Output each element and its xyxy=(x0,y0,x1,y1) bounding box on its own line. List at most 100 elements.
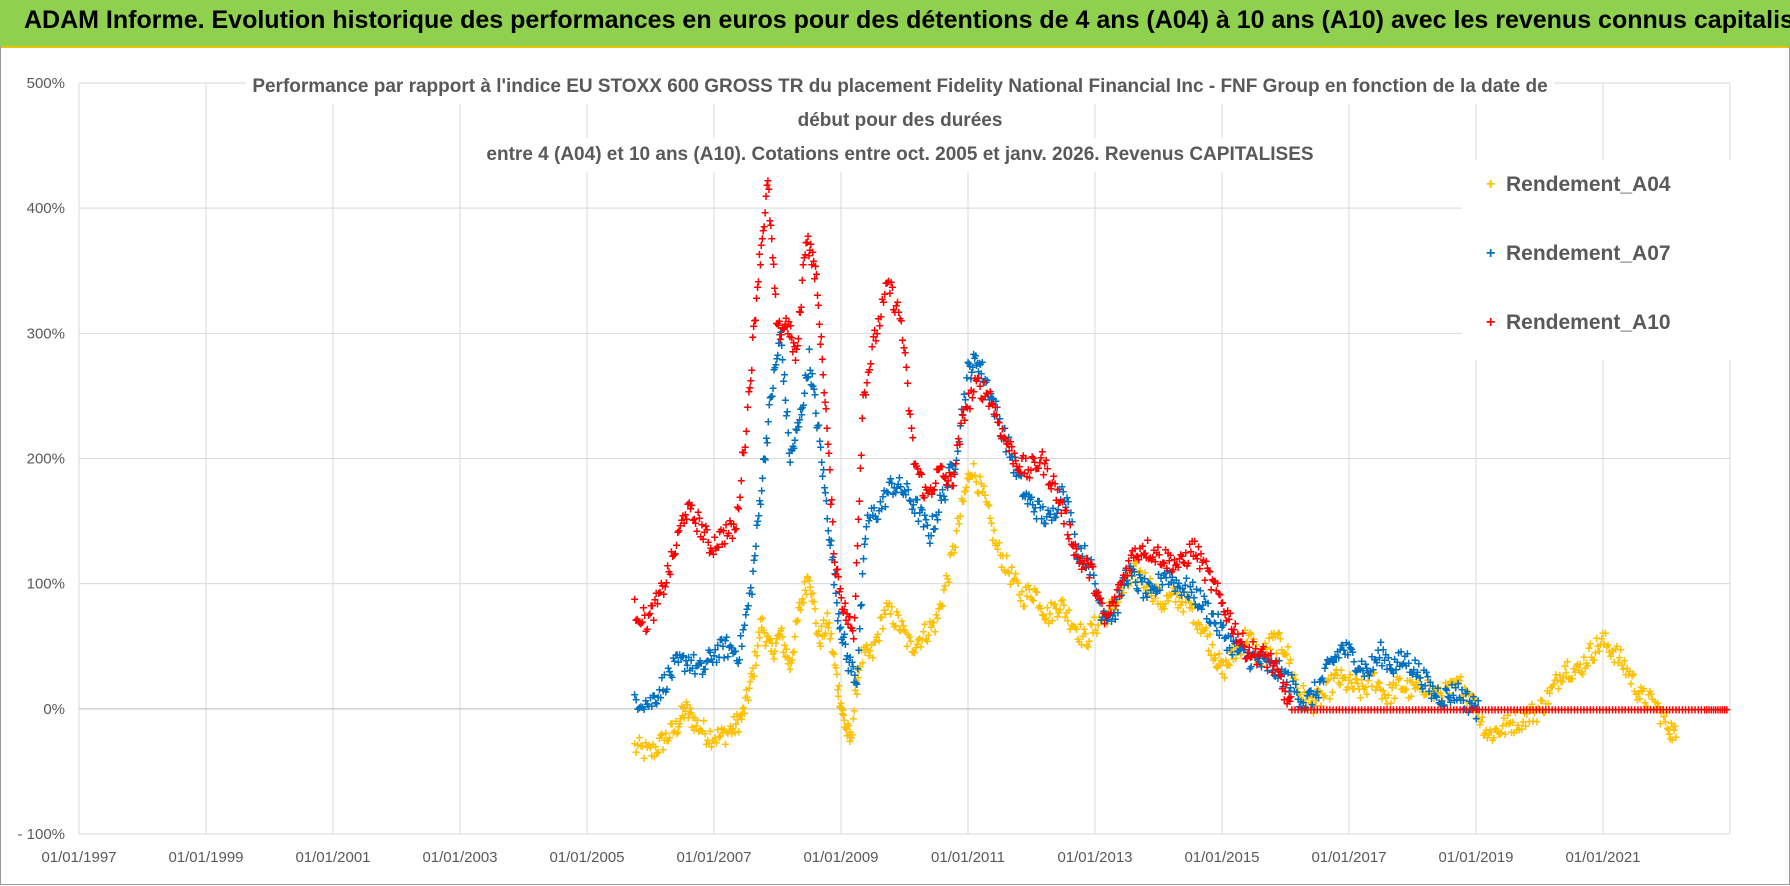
data-point: + xyxy=(1257,645,1265,660)
data-point: + xyxy=(838,632,846,647)
data-point: + xyxy=(704,733,712,748)
x-tick-label: 01/01/1997 xyxy=(41,849,116,866)
data-point: + xyxy=(631,688,639,703)
data-point: + xyxy=(862,520,870,535)
data-point: + xyxy=(864,643,872,658)
data-point: + xyxy=(795,332,803,347)
data-point: + xyxy=(840,709,848,724)
data-point: + xyxy=(959,408,967,423)
data-point: + xyxy=(952,457,960,472)
data-point: + xyxy=(1637,681,1645,696)
data-point: + xyxy=(1336,678,1344,693)
data-point: + xyxy=(852,590,860,605)
data-point: + xyxy=(940,490,948,505)
data-point: + xyxy=(771,282,779,297)
data-point: + xyxy=(1169,571,1177,586)
data-point: + xyxy=(776,328,784,343)
data-point: + xyxy=(947,470,955,485)
data-point: + xyxy=(1203,629,1211,644)
x-tick-label: 01/01/2021 xyxy=(1565,849,1640,866)
data-point: + xyxy=(1052,493,1060,508)
data-point: + xyxy=(1093,587,1101,602)
data-point: + xyxy=(1242,652,1250,667)
data-point: + xyxy=(697,530,705,545)
data-point: + xyxy=(659,579,667,594)
data-point: + xyxy=(862,532,870,547)
data-point: + xyxy=(672,648,680,663)
data-point: + xyxy=(681,711,689,726)
data-point: + xyxy=(1289,672,1297,687)
data-point: + xyxy=(1481,727,1489,742)
data-point: + xyxy=(1170,553,1178,568)
data-point: + xyxy=(1397,682,1405,697)
data-point: + xyxy=(960,494,968,509)
data-point: + xyxy=(669,652,677,667)
data-point: + xyxy=(1420,688,1428,703)
data-point: + xyxy=(1200,590,1208,605)
data-point: + xyxy=(761,206,769,221)
data-point: + xyxy=(1605,645,1613,660)
data-point: + xyxy=(1288,703,1296,718)
data-point: + xyxy=(1193,552,1201,567)
data-point: + xyxy=(1560,670,1568,685)
data-point: + xyxy=(1127,549,1135,564)
data-point: + xyxy=(989,393,997,408)
data-point: + xyxy=(1351,672,1359,687)
data-point: + xyxy=(979,485,987,500)
y-tick-label: 200% xyxy=(27,451,65,468)
data-point: + xyxy=(1463,696,1471,711)
data-point: + xyxy=(844,717,852,732)
data-point: + xyxy=(715,540,723,555)
data-point: + xyxy=(950,466,958,481)
data-point: + xyxy=(1101,606,1109,621)
data-point: + xyxy=(1646,684,1654,699)
data-point: + xyxy=(1255,655,1263,670)
data-point: + xyxy=(780,645,788,660)
data-point: + xyxy=(1003,549,1011,564)
data-point: + xyxy=(1637,703,1645,718)
data-point: + xyxy=(1165,578,1173,593)
data-point: + xyxy=(1027,464,1035,479)
data-point: + xyxy=(716,633,724,648)
data-point: + xyxy=(810,255,818,270)
data-point: + xyxy=(1435,696,1443,711)
data-point: + xyxy=(1580,651,1588,666)
data-point: + xyxy=(722,518,730,533)
data-point: + xyxy=(1240,643,1248,658)
data-point: + xyxy=(1379,643,1387,658)
data-point: + xyxy=(1194,601,1202,616)
data-point: + xyxy=(1282,647,1290,662)
data-point: + xyxy=(1270,627,1278,642)
data-point: + xyxy=(994,415,1002,430)
data-point: + xyxy=(1510,703,1518,718)
data-point: + xyxy=(1108,595,1116,610)
data-point: + xyxy=(727,517,735,532)
data-point: + xyxy=(797,402,805,417)
data-point: + xyxy=(692,719,700,734)
data-point: + xyxy=(785,652,793,667)
data-point: + xyxy=(931,625,939,640)
data-point: + xyxy=(964,467,972,482)
data-point: + xyxy=(833,667,841,682)
data-point: + xyxy=(1650,703,1658,718)
data-point: + xyxy=(1445,687,1453,702)
data-point: + xyxy=(847,621,855,636)
data-point: + xyxy=(1090,610,1098,625)
data-point: + xyxy=(1297,695,1305,710)
data-point: + xyxy=(650,689,658,704)
data-point: + xyxy=(1597,638,1605,653)
data-point: + xyxy=(874,512,882,527)
data-point: + xyxy=(798,408,806,423)
data-point: + xyxy=(709,734,717,749)
data-point: + xyxy=(1466,703,1474,718)
data-point: + xyxy=(1331,650,1339,665)
data-point: + xyxy=(923,519,931,534)
data-point: + xyxy=(836,701,844,716)
data-point: + xyxy=(932,608,940,623)
data-point: + xyxy=(1207,649,1215,664)
data-point: + xyxy=(1581,661,1589,676)
data-point: + xyxy=(1172,559,1180,574)
data-point: + xyxy=(1320,691,1328,706)
data-point: + xyxy=(687,654,695,669)
data-point: + xyxy=(781,317,789,332)
